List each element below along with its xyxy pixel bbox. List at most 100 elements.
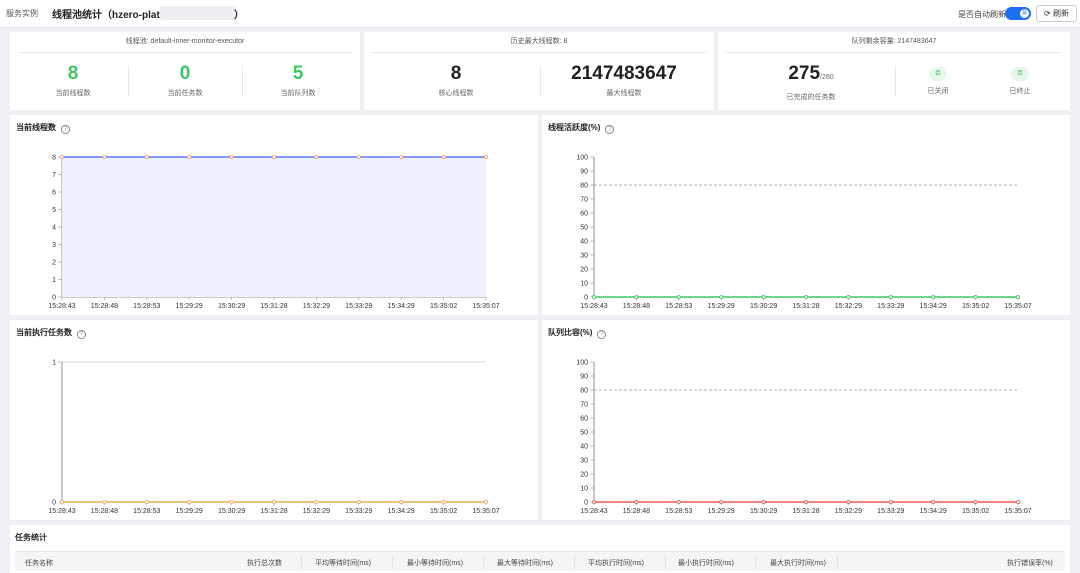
data-point bbox=[676, 499, 681, 504]
y-tick-label: 2 bbox=[52, 260, 56, 267]
y-tick-label: 0 bbox=[584, 295, 588, 302]
stat-current-tasks: 0 当前任务数 bbox=[130, 62, 240, 98]
column-header[interactable]: 任务名称 bbox=[25, 560, 53, 567]
x-tick-label: 15:34:29 bbox=[920, 303, 947, 310]
data-point bbox=[931, 499, 936, 504]
data-point bbox=[634, 294, 639, 299]
data-point bbox=[846, 294, 851, 299]
x-tick-label: 15:33:29 bbox=[877, 303, 904, 310]
top-bar: 服务实例 线程池统计（hzero-platform ） 是否自动刷新 是 ⟳ 刷… bbox=[0, 0, 1080, 28]
help-icon[interactable]: ? bbox=[77, 330, 86, 339]
x-tick-label: 15:32:29 bbox=[303, 508, 330, 515]
data-point bbox=[102, 499, 107, 504]
chart-queue-ratio: 0 10 20 30 40 50 60 70 80 90 100 15:28:43 15:28:48 15… bbox=[576, 360, 1031, 516]
y-tick-label: 90 bbox=[580, 169, 588, 176]
x-tick-label: 15:29:29 bbox=[176, 508, 203, 515]
y-tick-label: 40 bbox=[580, 444, 588, 451]
auto-refresh-label: 是否自动刷新 bbox=[958, 10, 1006, 19]
stat-current-queue: 5 当前队列数 bbox=[243, 62, 353, 98]
stat-label: 当前任务数 bbox=[167, 90, 203, 97]
data-point bbox=[803, 499, 808, 504]
breadcrumb[interactable]: 服务实例 bbox=[6, 9, 38, 18]
stat-label: 最大线程数 bbox=[606, 90, 642, 97]
chart-current-threads: 0 1 2 3 4 5 6 7 8 15:28:43 15:28:48 15:28:53 15:29:2… bbox=[48, 155, 499, 311]
divider bbox=[574, 555, 575, 569]
task-stats-panel: 任务统计 任务名称 执行总次数 平均等待时间(ms) 最小等待时间(ms) 最大… bbox=[10, 525, 1070, 573]
y-tick-label: 60 bbox=[580, 211, 588, 218]
data-point bbox=[441, 155, 446, 160]
x-tick-label: 15:28:48 bbox=[91, 303, 118, 310]
x-tick-label: 15:33:29 bbox=[877, 508, 904, 515]
x-tick-label: 15:30:29 bbox=[750, 303, 777, 310]
x-tick-label: 15:28:53 bbox=[665, 508, 692, 515]
x-tick-label: 15:28:53 bbox=[133, 508, 160, 515]
column-header[interactable]: 最大执行时间(ms) bbox=[770, 560, 826, 567]
help-icon[interactable]: ? bbox=[597, 330, 607, 339]
help-icon[interactable]: ? bbox=[605, 125, 615, 134]
data-point bbox=[187, 499, 192, 504]
stat-label: 已关闭 bbox=[927, 88, 949, 95]
y-tick-label: 50 bbox=[580, 225, 588, 232]
chart-title: 队列比容(%)? bbox=[548, 327, 607, 339]
chart-thread-activity: 0 10 20 30 40 50 60 70 80 90 100 15:28:43 15:28:48 15… bbox=[576, 155, 1031, 311]
column-header[interactable]: 最小等待时间(ms) bbox=[407, 560, 463, 567]
y-tick-label: 80 bbox=[580, 388, 588, 395]
chart-title: 线程活跃度(%)? bbox=[548, 122, 615, 134]
toggle-knob: 是 bbox=[1020, 9, 1029, 18]
data-point bbox=[888, 294, 893, 299]
x-tick-label: 15:30:29 bbox=[218, 508, 245, 515]
auto-refresh-toggle[interactable]: 是 bbox=[1005, 7, 1031, 20]
help-icon[interactable]: ? bbox=[61, 125, 70, 134]
x-tick-label: 15:35:07 bbox=[1004, 303, 1031, 310]
divider bbox=[372, 52, 706, 53]
data-point bbox=[229, 499, 234, 504]
stat-label: 当前线程数 bbox=[55, 90, 91, 97]
x-tick-label: 15:30:29 bbox=[218, 303, 245, 310]
data-point bbox=[60, 155, 65, 160]
column-header[interactable]: 平均等待时间(ms) bbox=[315, 560, 371, 567]
column-header[interactable]: 执行总次数 bbox=[247, 560, 282, 567]
data-point bbox=[144, 155, 149, 160]
column-header[interactable]: 最大等待时间(ms) bbox=[497, 560, 553, 567]
y-tick-label: 90 bbox=[580, 374, 588, 381]
status-badge: 否 bbox=[929, 67, 947, 81]
refresh-label: 刷新 bbox=[1052, 9, 1069, 18]
column-header[interactable]: 平均执行时间(ms) bbox=[588, 560, 644, 567]
x-tick-label: 15:33:29 bbox=[345, 303, 372, 310]
y-tick-label: 60 bbox=[580, 416, 588, 423]
y-tick-label: 10 bbox=[580, 486, 588, 493]
stat-label: 当前队列数 bbox=[280, 90, 316, 97]
data-point bbox=[761, 499, 766, 504]
stat-shutdown: 否 已关闭 bbox=[908, 62, 968, 96]
y-tick-label: 30 bbox=[580, 253, 588, 260]
data-point bbox=[719, 294, 724, 299]
data-point bbox=[973, 499, 978, 504]
stat-value: 5 bbox=[292, 63, 304, 84]
x-tick-label: 15:28:43 bbox=[48, 303, 75, 310]
column-header[interactable]: 执行错误率(%) bbox=[1007, 560, 1053, 567]
data-point bbox=[973, 294, 978, 299]
pool-name: 线程池: default-inner-monitor-executor bbox=[125, 38, 245, 45]
divider bbox=[242, 66, 243, 96]
x-tick-label: 15:30:29 bbox=[750, 508, 777, 515]
data-point bbox=[592, 294, 597, 299]
y-tick-label: 100 bbox=[576, 155, 588, 162]
data-point bbox=[441, 499, 446, 504]
x-tick-label: 15:31:28 bbox=[792, 303, 819, 310]
divider bbox=[483, 555, 484, 569]
data-point bbox=[271, 155, 276, 160]
data-point bbox=[187, 155, 192, 160]
column-header[interactable]: 最小执行时间(ms) bbox=[678, 560, 734, 567]
stat-label: 核心线程数 bbox=[438, 90, 474, 97]
series-area bbox=[62, 157, 486, 297]
stat-value: 2147483647 bbox=[571, 63, 677, 84]
refresh-button[interactable]: ⟳ 刷新 bbox=[1036, 5, 1077, 22]
x-tick-label: 15:28:43 bbox=[580, 508, 607, 515]
x-tick-label: 15:29:29 bbox=[708, 508, 735, 515]
x-tick-label: 15:35:02 bbox=[962, 303, 989, 310]
divider bbox=[392, 555, 393, 569]
queue-stats-panel: 队列剩余容量: 2147483647 275/280 已完成的任务数 否 已关闭… bbox=[718, 32, 1070, 110]
data-point bbox=[356, 499, 361, 504]
chart-panel-queue-ratio: 队列比容(%)? 0 10 20 30 40 50 60 70 80 90 100 15:28:43 1… bbox=[542, 320, 1070, 520]
completed-total: /280 bbox=[820, 74, 834, 81]
